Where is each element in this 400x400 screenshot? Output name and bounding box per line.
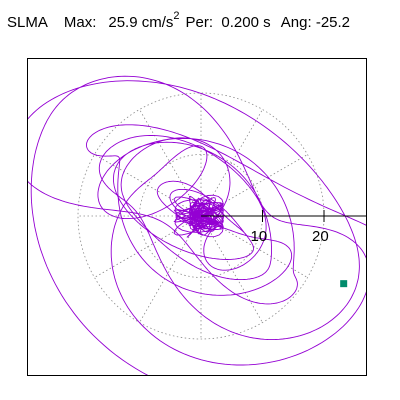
- end-marker-group: [340, 280, 348, 288]
- station-label: SLMA: [7, 14, 48, 31]
- motion-trace-core: [173, 194, 224, 238]
- grid-spoke: [94, 154, 202, 217]
- period-value: 0.200 s: [221, 14, 271, 31]
- grid-spoke: [94, 215, 202, 278]
- motion-trace-path: [28, 75, 366, 375]
- axis-tick-label-1: 10: [251, 228, 268, 245]
- max-unit: cm/s: [141, 14, 174, 31]
- rotated-axis: 10 20: [201, 210, 366, 245]
- motion-trace: [28, 75, 366, 375]
- max-label: Max:: [63, 14, 97, 31]
- title-bar: SLMA Max: 25.9 cm/s2 Per: 0.200 s Ang: -25.…: [7, 10, 397, 38]
- grid-spoke: [139, 109, 202, 217]
- angle-value: -25.2: [315, 14, 351, 31]
- particle-motion-chart: 10 20: [28, 75, 366, 375]
- period-label: Per:: [185, 14, 214, 31]
- max-unit-exponent: 2: [173, 10, 180, 22]
- max-value: 25.9: [108, 14, 138, 31]
- plot-frame: 10 20: [27, 58, 367, 376]
- axis-tick-label-2: 20: [312, 228, 329, 245]
- angle-label: Ang:: [280, 14, 312, 31]
- end-marker: [340, 280, 348, 288]
